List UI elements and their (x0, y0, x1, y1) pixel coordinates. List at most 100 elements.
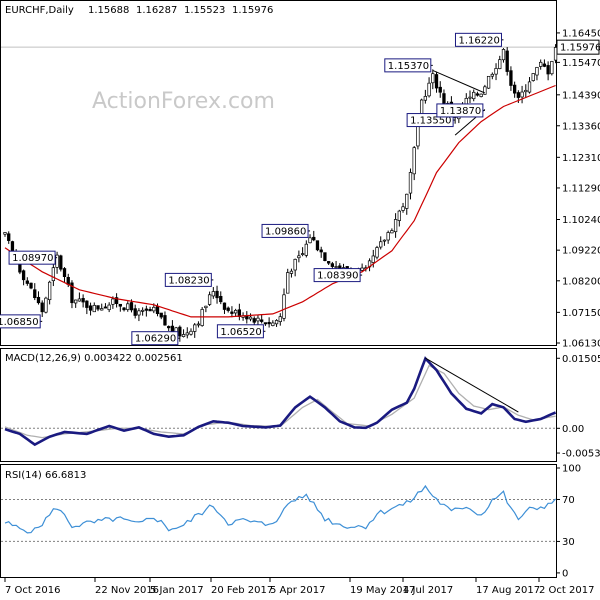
candle-body (178, 326, 182, 337)
candle-body (36, 296, 41, 304)
candle-body (442, 93, 446, 104)
price-tick-label: 1.07150 (562, 308, 600, 319)
candle-body (542, 63, 547, 67)
rsi-tick-label: 0 (562, 568, 568, 579)
candle-body (516, 92, 521, 98)
candle-body (486, 75, 491, 89)
price-tick-label: 1.09220 (562, 246, 600, 257)
annotation-box (454, 32, 502, 47)
candle-body (490, 73, 494, 77)
candle-body (304, 243, 308, 256)
price-tick-label: 1.15470 (562, 58, 600, 69)
annotation-label: 1.08970 (12, 253, 53, 264)
ohlc-readout: 1.15688 1.16287 1.15523 1.15976 (88, 5, 273, 16)
macd-axis-ticks: 0.015052 0.00 -0.005321 (556, 354, 600, 460)
candle-body (427, 82, 431, 97)
candle-body (211, 291, 215, 297)
candle-body (181, 334, 186, 337)
ohlc-value: 1.15688 (88, 5, 129, 16)
price-tick-label: 1.14390 (562, 90, 600, 101)
annotation-label: 1.08390 (317, 271, 358, 282)
candle-body (412, 147, 416, 175)
price-tick-label: 1.08200 (562, 276, 600, 287)
candle-body (118, 303, 122, 307)
candle-body (479, 93, 483, 97)
candle-body (70, 282, 74, 304)
annotation-label: 1.08230 (168, 275, 209, 286)
macd-tick-label: 0.015052 (562, 354, 600, 365)
x-tick-label: 17 Aug 2017 (476, 585, 540, 596)
candle-body (62, 268, 67, 278)
candle-body (74, 299, 78, 304)
price-axis-ticks: 1.16450 1.15470 1.14390 1.13360 1.12310 1.112… (556, 28, 600, 350)
candle-body (524, 89, 528, 93)
candle-body (114, 297, 119, 304)
candle-body (25, 280, 29, 284)
annotation-box (0, 314, 41, 329)
price-tick-label: 1.12310 (562, 153, 600, 164)
candle-body (189, 330, 193, 335)
candle-body (472, 91, 476, 100)
candle-body (122, 307, 126, 311)
rsi-levels (1, 498, 556, 542)
candle-body (219, 295, 223, 303)
candle-body (501, 49, 506, 61)
x-tick-label: 7 Oct 2016 (5, 585, 60, 596)
candle-body (271, 322, 275, 326)
candle-body (289, 270, 294, 274)
candle-body (222, 302, 227, 310)
rsi-tick-label: 100 (562, 464, 581, 475)
annotation-box (8, 250, 56, 265)
candle-body (509, 70, 513, 86)
candle-body (230, 311, 234, 314)
rsi-label: RSI(14) 66.6813 (5, 470, 86, 481)
candle-body (297, 255, 301, 259)
annotation-label: 1.06850 (0, 317, 39, 328)
x-tick-label: 19 May 2017 (350, 585, 415, 596)
candle-body (103, 306, 108, 309)
candle-body (155, 306, 160, 315)
x-tick-label: 4 Jul 2017 (403, 585, 453, 596)
annotation-label: 1.15370 (388, 61, 429, 72)
candle-body (323, 252, 327, 261)
candle-body (330, 263, 335, 267)
candle-body (44, 297, 48, 313)
candle-body (274, 320, 279, 325)
candle-body (468, 96, 472, 99)
candle-body (539, 61, 543, 67)
macd-trend-line (425, 357, 519, 413)
candle-body (77, 298, 82, 302)
candle-body (382, 239, 387, 242)
candle-body (505, 50, 509, 72)
candle-body (163, 315, 167, 326)
annotation-box (261, 223, 309, 238)
candle-body (185, 332, 189, 336)
price-panel (0, 0, 557, 346)
ohlc-value: 1.15976 (232, 5, 273, 16)
candle-body (88, 305, 93, 311)
rsi-tick-label: 30 (562, 537, 575, 548)
x-tick-label: 20 Feb 2017 (211, 585, 273, 596)
candle-body (144, 308, 149, 311)
candle-body (405, 193, 409, 209)
candle-body (512, 84, 517, 94)
candle-body (535, 67, 539, 76)
candle-body (527, 81, 532, 93)
x-tick-label: 5 Apr 2017 (270, 585, 325, 596)
macd-line (4, 356, 557, 447)
candle-body (21, 270, 26, 281)
candle-body (92, 305, 96, 313)
candle-body (401, 206, 405, 211)
candle-body (137, 310, 141, 316)
candle-body (140, 309, 145, 312)
candle-body (326, 261, 331, 264)
price-tick-label: 1.11290 (562, 183, 600, 194)
candle-body (47, 281, 52, 301)
candle-body (159, 312, 163, 318)
candle-body (300, 253, 305, 255)
candle-body (233, 309, 238, 314)
candle-body (59, 255, 63, 270)
candle-body (126, 303, 130, 310)
watermark: ActionForex.com (92, 89, 275, 114)
candle-body (167, 326, 171, 329)
